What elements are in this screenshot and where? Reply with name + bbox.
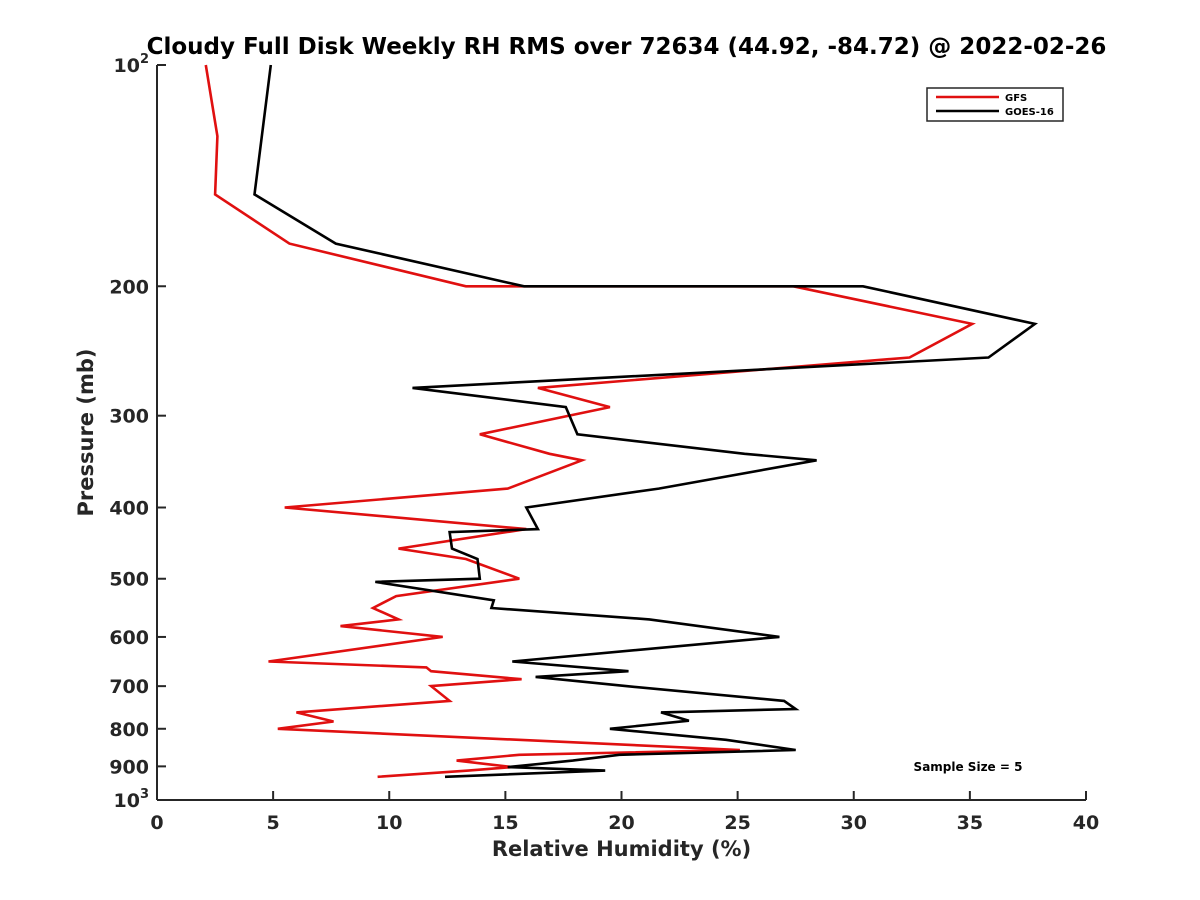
x-tick-label: 0: [150, 812, 163, 834]
x-tick-label: 25: [724, 812, 750, 834]
y-tick-label: 300: [109, 406, 149, 428]
chart-title: Cloudy Full Disk Weekly RH RMS over 7263…: [147, 34, 1107, 60]
y-tick-label: 400: [109, 498, 149, 520]
legend: GFS GOES-16: [926, 87, 1064, 122]
y-tick-label: 102: [114, 52, 150, 77]
y-axis: 102 200 300 400 500 600 700 800 900 103: [109, 52, 166, 812]
y-tick-label: 103: [114, 787, 150, 812]
plot-area: [156, 64, 1086, 801]
series-line-gfs: [204, 64, 976, 779]
x-tick-label: 5: [267, 812, 280, 834]
y-tick-label: 700: [109, 676, 149, 698]
legend-label: GOES-16: [1005, 107, 1054, 118]
sample-size-annotation: Sample Size = 5: [914, 760, 1023, 774]
x-tick-label: 10: [376, 812, 402, 834]
series-line-goes-16: [253, 64, 1039, 779]
legend-label: GFS: [1005, 93, 1027, 104]
x-tick-label: 30: [841, 812, 867, 834]
x-axis: 0 5 10 15 20 25 30 35 40: [150, 791, 1099, 834]
y-tick-label: 200: [109, 276, 149, 298]
y-tick-label: 900: [109, 756, 149, 778]
y-tick-label: 500: [109, 569, 149, 591]
legend-box: [926, 87, 1064, 122]
x-tick-label: 35: [957, 812, 983, 834]
x-tick-label: 40: [1073, 812, 1099, 834]
x-tick-label: 15: [492, 812, 518, 834]
y-tick-label: 800: [109, 719, 149, 741]
x-tick-label: 20: [608, 812, 634, 834]
axes-box: [157, 65, 1086, 800]
x-axis-label: Relative Humidity (%): [492, 837, 751, 861]
y-tick-label: 600: [109, 627, 149, 649]
y-axis-label: Pressure (mb): [74, 349, 98, 517]
series-layer: [204, 64, 1039, 779]
